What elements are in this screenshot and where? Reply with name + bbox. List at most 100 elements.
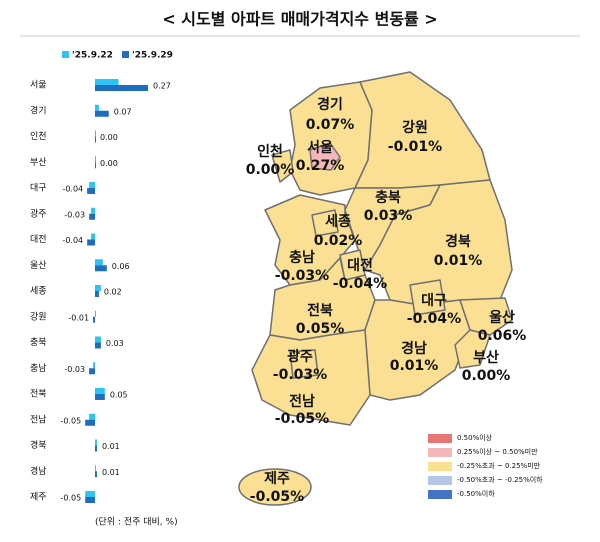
value-label: -0.01 xyxy=(68,313,89,322)
value-label: 0.05 xyxy=(110,391,128,400)
legend-swatch xyxy=(428,476,452,485)
bar xyxy=(87,188,95,194)
bar xyxy=(91,233,95,240)
category-label: 전북 xyxy=(30,389,47,400)
value-label: -0.03 xyxy=(64,365,85,374)
bar xyxy=(95,79,119,85)
region-name: 제주 xyxy=(264,471,290,487)
value-label: 0.03 xyxy=(106,339,124,348)
category-label: 세종 xyxy=(30,286,47,297)
region-value: 0.02% xyxy=(314,233,363,249)
region-name: 경남 xyxy=(401,340,427,357)
category-label: 광주 xyxy=(30,207,47,219)
legend-label: '25.9.29 xyxy=(132,51,173,61)
region xyxy=(238,468,312,506)
region-name: 인천 xyxy=(257,143,283,160)
region-name: 대전 xyxy=(347,257,373,274)
region-name: 충남 xyxy=(289,249,315,266)
bar xyxy=(95,471,97,478)
category-label: 인천 xyxy=(30,131,47,142)
value-label: -0.04 xyxy=(62,185,83,194)
bar xyxy=(95,104,99,111)
category-label: 충남 xyxy=(30,363,47,374)
bar xyxy=(93,316,95,323)
region-name: 충북 xyxy=(375,190,401,206)
region-value: 0.05% xyxy=(296,321,345,337)
bar xyxy=(85,497,95,503)
region-name: 전남 xyxy=(289,393,315,410)
category-label: 경남 xyxy=(30,465,47,477)
legend-swatch xyxy=(122,51,129,58)
unit-note: (단위 : 전주 대비, %) xyxy=(95,517,178,528)
region xyxy=(459,297,513,336)
bar xyxy=(95,310,96,317)
bar xyxy=(89,368,95,375)
bar xyxy=(95,156,96,163)
category-label: 충북 xyxy=(30,337,47,348)
region-name: 서울 xyxy=(307,139,333,156)
legend-label: 0.25%이상 ~ 0.50%미만 xyxy=(457,447,538,456)
bar xyxy=(95,336,101,343)
bar xyxy=(89,213,95,220)
region xyxy=(409,279,446,316)
legend-swatch xyxy=(428,448,452,457)
legend-swatch xyxy=(428,434,452,443)
bar xyxy=(89,182,95,188)
value-label: 0.07 xyxy=(114,107,132,116)
region-name: 대구 xyxy=(421,293,447,309)
category-label: 울산 xyxy=(30,260,47,271)
category-label: 부산 xyxy=(30,157,47,168)
bar xyxy=(95,265,107,272)
legend-swatch xyxy=(428,462,452,471)
legend-label: -0.50%초과 ~ -0.25%이하 xyxy=(457,475,543,484)
bar xyxy=(85,491,95,497)
region-value: -0.05% xyxy=(275,411,329,427)
title: < 시도별 아파트 매매가격지수 변동률 > xyxy=(162,10,437,29)
category-label: 강원 xyxy=(30,311,47,322)
region xyxy=(271,149,294,183)
region-name: 세종 xyxy=(325,214,351,230)
value-label: 0.02 xyxy=(104,288,122,297)
region-value: 0.00% xyxy=(462,368,511,384)
region-value: 0.00% xyxy=(246,162,295,178)
region-name: 경기 xyxy=(317,96,343,113)
region xyxy=(251,329,371,426)
region-name: 부산 xyxy=(473,349,499,366)
value-label: -0.05 xyxy=(60,416,81,425)
value-label: -0.04 xyxy=(62,236,83,245)
region xyxy=(309,142,341,171)
value-label: -0.05 xyxy=(60,494,81,503)
legend-label: 0.50%이상 xyxy=(457,433,493,442)
map xyxy=(238,71,513,506)
value-label: -0.03 xyxy=(64,210,85,219)
category-label: 서울 xyxy=(30,80,47,91)
bar xyxy=(89,413,95,420)
bar xyxy=(95,259,103,266)
region-name: 광주 xyxy=(287,348,313,365)
region-value: 0.03% xyxy=(364,208,413,224)
bar xyxy=(95,110,109,117)
bar xyxy=(95,130,96,137)
region-value: -0.04% xyxy=(333,276,387,292)
legend-swatch xyxy=(428,490,452,499)
region-value: 0.27% xyxy=(296,158,345,174)
bar xyxy=(95,439,97,446)
bar xyxy=(95,85,148,91)
region-value: -0.04% xyxy=(407,311,461,327)
category-label: 대전 xyxy=(30,234,47,245)
bar xyxy=(95,162,96,169)
bar xyxy=(95,285,101,291)
bar xyxy=(91,207,95,214)
category-label: 제주 xyxy=(30,492,47,503)
value-label: 0.06 xyxy=(112,262,130,271)
bar xyxy=(95,465,96,472)
region-value: 0.01% xyxy=(434,253,483,269)
region-name: 전북 xyxy=(307,302,333,319)
region xyxy=(311,209,339,237)
region-value: -0.03% xyxy=(275,268,329,284)
legend-label: -0.50%이하 xyxy=(457,489,495,498)
value-label: 0.27 xyxy=(153,82,171,91)
region-name: 경북 xyxy=(445,233,471,250)
category-label: 전남 xyxy=(30,414,47,425)
